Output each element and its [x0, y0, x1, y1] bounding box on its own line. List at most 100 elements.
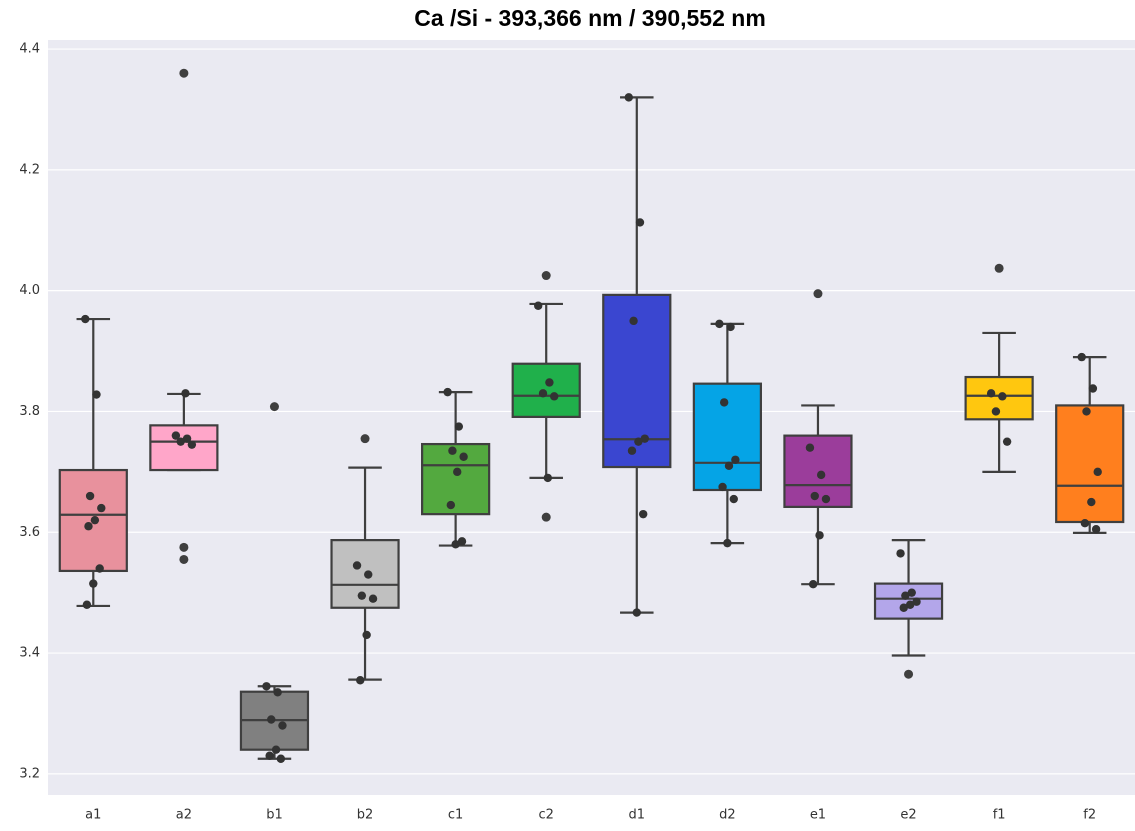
data-point [805, 443, 815, 452]
data-point [624, 93, 633, 102]
data-point [719, 398, 729, 407]
y-tick-label: 3.6 [19, 525, 40, 540]
data-point [538, 389, 548, 398]
data-point [718, 482, 727, 492]
data-point [85, 491, 95, 501]
data-point [364, 570, 373, 579]
data-point [634, 437, 643, 446]
data-point [357, 591, 367, 600]
data-point [81, 314, 90, 324]
data-point [629, 316, 638, 326]
data-point [181, 389, 190, 398]
data-point [1082, 407, 1091, 416]
data-point [534, 301, 543, 310]
data-point [905, 600, 915, 609]
data-point [638, 509, 648, 519]
box [873, 582, 944, 620]
data-point [95, 564, 104, 573]
data-point [278, 721, 287, 730]
data-point [176, 437, 185, 446]
data-point [90, 515, 100, 525]
data-point [82, 600, 92, 609]
data-point [912, 597, 921, 606]
outlier [904, 669, 914, 679]
y-tick-label: 4.0 [19, 283, 40, 298]
data-point [271, 745, 281, 754]
data-point [171, 431, 181, 440]
outlier [179, 542, 189, 552]
x-tick-label: f2 [1083, 808, 1096, 823]
data-point [715, 319, 724, 329]
data-point [726, 322, 735, 332]
outlier [541, 271, 551, 281]
data-point [262, 682, 271, 691]
data-point [815, 531, 824, 540]
data-point [1077, 352, 1086, 362]
x-tick-label: b2 [357, 808, 374, 823]
outlier [179, 68, 189, 78]
data-point [454, 422, 464, 431]
data-point [816, 470, 826, 480]
y-tick-label: 3.8 [19, 404, 40, 419]
data-point [443, 387, 452, 397]
data-point [187, 440, 197, 449]
data-point [723, 538, 732, 548]
data-point [545, 378, 554, 387]
box [421, 442, 491, 516]
x-tick-label: a2 [176, 808, 192, 823]
data-point [901, 591, 910, 600]
data-point [724, 461, 734, 471]
x-tick-label: d1 [629, 808, 646, 823]
data-point [632, 608, 641, 617]
data-point [92, 390, 101, 399]
data-point [89, 579, 98, 588]
data-point [1080, 519, 1090, 528]
data-point [1002, 437, 1012, 446]
data-point [368, 594, 378, 603]
data-point [356, 676, 365, 685]
box [149, 424, 219, 472]
outlier [179, 554, 189, 564]
data-point [362, 630, 371, 640]
data-point [1087, 497, 1096, 507]
data-point [459, 452, 468, 461]
x-tick-label: a1 [85, 808, 101, 823]
y-tick-label: 4.2 [19, 162, 40, 177]
data-point [543, 473, 553, 483]
outlier [994, 263, 1004, 273]
outlier [269, 402, 279, 412]
chart-title: Ca /Si - 393,366 nm / 390,552 nm [414, 5, 766, 31]
data-point [635, 218, 645, 227]
box [692, 382, 762, 492]
data-point [267, 715, 276, 724]
data-point [907, 588, 916, 597]
data-point [627, 446, 637, 455]
data-point [896, 549, 905, 558]
x-tick-label: d2 [719, 808, 736, 823]
data-point [899, 603, 908, 612]
x-tick-label: f1 [993, 808, 1006, 823]
y-tick-label: 3.2 [19, 766, 40, 781]
data-point [729, 494, 738, 504]
data-point [731, 455, 740, 464]
data-point [97, 503, 106, 513]
data-point [998, 392, 1007, 401]
data-point [821, 494, 831, 504]
outlier [813, 289, 823, 299]
y-tick-label: 4.4 [19, 42, 40, 57]
data-point [446, 500, 456, 510]
data-point [276, 754, 286, 763]
x-tick-label: c2 [538, 808, 553, 823]
data-point [451, 540, 460, 549]
data-point [265, 751, 274, 760]
x-tick-label: c1 [448, 808, 463, 823]
data-point [84, 522, 93, 531]
outlier [360, 434, 370, 444]
y-tick-label: 3.4 [19, 646, 40, 661]
x-tick-label: b1 [266, 808, 283, 823]
x-tick-label: e1 [810, 808, 826, 823]
data-point [352, 561, 362, 570]
data-point [453, 467, 462, 477]
outlier [541, 512, 551, 522]
